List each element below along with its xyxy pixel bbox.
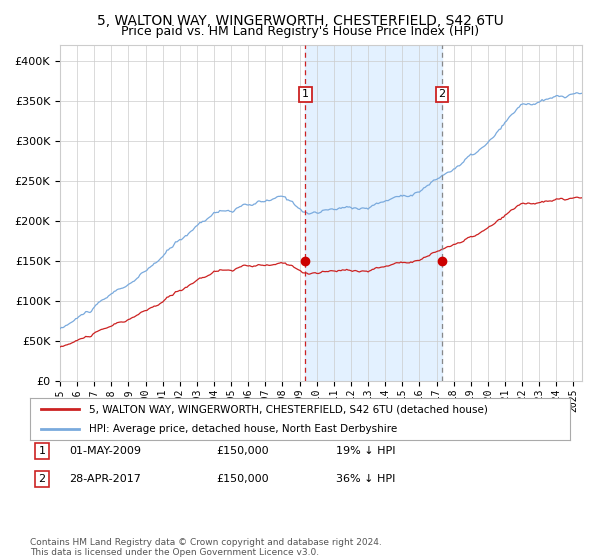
Text: 5, WALTON WAY, WINGERWORTH, CHESTERFIELD, S42 6TU: 5, WALTON WAY, WINGERWORTH, CHESTERFIELD… xyxy=(97,14,503,28)
Text: 1: 1 xyxy=(38,446,46,456)
Text: Contains HM Land Registry data © Crown copyright and database right 2024.
This d: Contains HM Land Registry data © Crown c… xyxy=(30,538,382,557)
Bar xyxy=(305,45,442,381)
Text: 01-MAY-2009: 01-MAY-2009 xyxy=(69,446,141,456)
Text: 19% ↓ HPI: 19% ↓ HPI xyxy=(336,446,395,456)
Text: HPI: Average price, detached house, North East Derbyshire: HPI: Average price, detached house, Nort… xyxy=(89,424,398,434)
Text: 28-APR-2017: 28-APR-2017 xyxy=(69,474,141,484)
Text: Price paid vs. HM Land Registry's House Price Index (HPI): Price paid vs. HM Land Registry's House … xyxy=(121,25,479,38)
Text: 36% ↓ HPI: 36% ↓ HPI xyxy=(336,474,395,484)
Text: 2: 2 xyxy=(439,90,446,100)
Text: 5, WALTON WAY, WINGERWORTH, CHESTERFIELD, S42 6TU (detached house): 5, WALTON WAY, WINGERWORTH, CHESTERFIELD… xyxy=(89,404,488,414)
Text: £150,000: £150,000 xyxy=(216,474,269,484)
Text: £150,000: £150,000 xyxy=(216,446,269,456)
Text: 2: 2 xyxy=(38,474,46,484)
Text: 1: 1 xyxy=(302,90,309,100)
